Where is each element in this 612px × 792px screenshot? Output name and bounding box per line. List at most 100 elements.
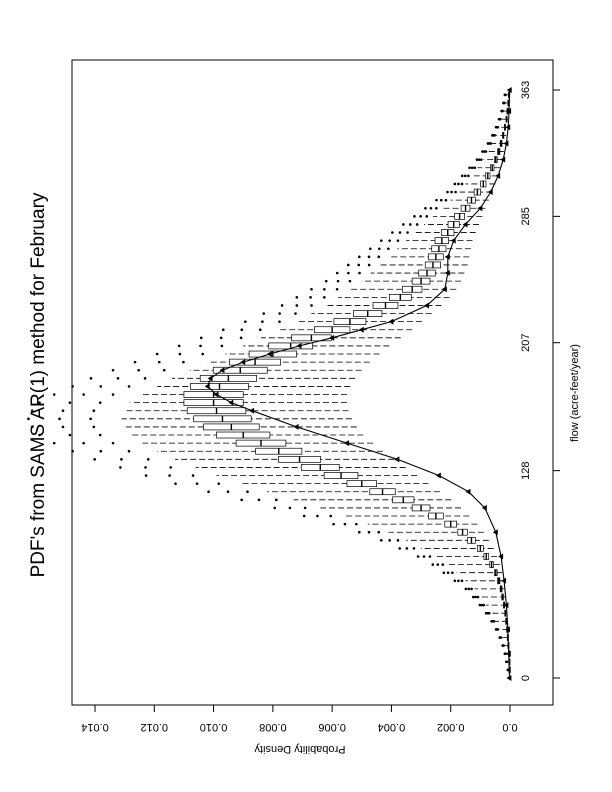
historical-pdf-point-9 [435, 472, 441, 479]
historical-pdf-point-26 [441, 286, 447, 293]
boxplot-outlier-18-2 [332, 522, 335, 526]
boxplot-outlier-55-0 [415, 223, 419, 226]
boxplot-outlier-53-0 [396, 239, 400, 242]
boxplot-outlier-63-0 [479, 158, 483, 161]
boxplot-outlier-17-0 [377, 530, 381, 534]
boxplot-outlier-18-1 [343, 522, 347, 526]
historical-pdf-point-18 [219, 367, 225, 374]
boxplot-outlier-30-1 [61, 425, 65, 429]
boxplot-outlier-52-0 [387, 247, 390, 251]
boxplot-outlier-27-2 [71, 449, 74, 453]
boxplot-outlier-32-1 [61, 409, 65, 413]
historical-pdf-point-32 [487, 189, 493, 196]
boxplot-outlier-58-0 [444, 198, 448, 202]
boxplot-outlier-62-1 [470, 166, 474, 170]
boxplot-outlier-31-1 [58, 417, 61, 421]
historical-pdf-line [206, 89, 511, 679]
boxplot-outlier-64-2 [481, 150, 484, 153]
historical-pdf-point-34 [500, 156, 506, 163]
flow-axis: 0 128 207 285 363 [520, 81, 560, 681]
chart-title: PDF's from SAMS AR(1) method for Februar… [28, 192, 49, 577]
boxplot-outlier-49-2 [335, 271, 339, 275]
boxplot-outlier-34-2 [52, 393, 56, 396]
boxplot-outlier-23-2 [174, 482, 177, 485]
historical-pdf-point-14 [228, 399, 234, 406]
density-tick-label-4: 0.008 [259, 721, 287, 733]
boxplot-outlier-54-1 [398, 231, 402, 234]
boxplot-outlier-15-2 [398, 547, 402, 550]
historical-pdf-point-6 [492, 529, 498, 536]
boxplot-outlier-55-2 [402, 223, 405, 226]
boxplot-outlier-14-1 [422, 555, 426, 558]
boxplot-outlier-20-2 [273, 506, 277, 510]
boxplot-outlier-15-1 [405, 547, 409, 550]
boxplot-outlier-66-2 [491, 134, 494, 137]
boxplot-outlier-30-0 [92, 425, 96, 429]
boxplot-outlier-10-1 [467, 587, 471, 591]
boxplot-outlier-60-2 [453, 182, 457, 186]
boxplot-outlier-11-1 [457, 579, 460, 583]
boxplot-outlier-40-2 [177, 344, 181, 348]
flow-tick-label-4: 363 [520, 81, 532, 99]
boxplot-outlier-21-1 [257, 498, 261, 502]
historical-pdf-point-4 [501, 577, 507, 584]
boxplot-outlier-48-2 [324, 279, 328, 283]
boxplot-outlier-63-2 [475, 158, 479, 161]
boxplot-outlier-32-2 [30, 409, 34, 413]
boxplot-outlier-32-0 [92, 409, 96, 413]
flow-tick-label-1: 128 [520, 461, 532, 479]
historical-pdf-point-38 [506, 87, 512, 93]
boxplot-outlier-31-2 [27, 417, 30, 421]
boxplot-outlier-9-2 [471, 595, 475, 599]
boxplot-outlier-26-0 [146, 458, 150, 461]
boxplot-outlier-50-2 [346, 263, 350, 267]
boxplot-outlier-33-0 [98, 401, 102, 404]
boxplot-outlier-53-2 [380, 239, 383, 242]
boxplot-outlier-36-2 [89, 377, 93, 380]
historical-pdf-point-5 [498, 553, 504, 560]
historical-pdf-point-30 [462, 221, 468, 228]
historical-pdf-point-7 [481, 504, 487, 511]
boxplot-outlier-19-0 [329, 514, 333, 518]
boxplot-outlier-48-1 [336, 279, 340, 283]
boxplot-outlier-46-1 [309, 296, 312, 299]
boxplot-outlier-42-2 [221, 328, 225, 332]
density-axis: 0.0 0.002 0.004 0.006 0.008 0.010 0.012 0.014 [81, 704, 518, 733]
boxplot-outlier-37-1 [137, 368, 140, 372]
boxplot-outlier-47-1 [323, 287, 326, 291]
historical-pdf-point-12 [293, 423, 299, 430]
boxplot-outlier-62-0 [473, 166, 477, 170]
boxplot-outlier-22-1 [226, 490, 230, 494]
boxplot-outlier-27-0 [127, 449, 131, 453]
boxplot-outlier-53-1 [388, 239, 391, 242]
boxplot-outlier-59-2 [446, 190, 449, 194]
boxplot-outlier-56-2 [413, 215, 416, 218]
historical-pdf-point-19 [240, 359, 246, 366]
boxplot-outlier-43-1 [261, 320, 264, 323]
boxplot-outlier-39-2 [155, 352, 159, 356]
boxplot-outlier-28-1 [82, 441, 85, 445]
boxplot-outlier-18-0 [355, 522, 358, 526]
boxplot-outlier-24-1 [168, 474, 171, 477]
boxplot-outlier-22-0 [246, 490, 249, 494]
flow-tick-label-3: 285 [520, 207, 532, 225]
boxplot-outlier-16-2 [380, 539, 383, 542]
boxplot-outlier-56-0 [425, 215, 429, 218]
boxplot-outlier-0-2 [506, 668, 510, 672]
boxplot-outlier-60-1 [457, 182, 460, 186]
boxplot-outlier-35-2 [71, 385, 74, 388]
boxplot-outlier-11-0 [460, 579, 464, 583]
boxplot-outlier-21-0 [274, 498, 278, 502]
boxplot-outlier-35-1 [99, 385, 103, 388]
density-tick-label-1: 0.002 [437, 721, 465, 733]
historical-pdf-point-37 [506, 108, 512, 115]
boxplot-series [27, 91, 511, 674]
boxplot-outlier-8-2 [478, 603, 482, 607]
boxplot-outlier-40-0 [220, 344, 224, 348]
historical-pdf-point-21 [296, 342, 302, 349]
y-axis-label: Probability Density [254, 743, 346, 755]
boxplot-outlier-51-2 [357, 255, 361, 259]
boxplot-outlier-45-1 [295, 304, 299, 307]
boxplot-outlier-58-1 [439, 198, 443, 202]
